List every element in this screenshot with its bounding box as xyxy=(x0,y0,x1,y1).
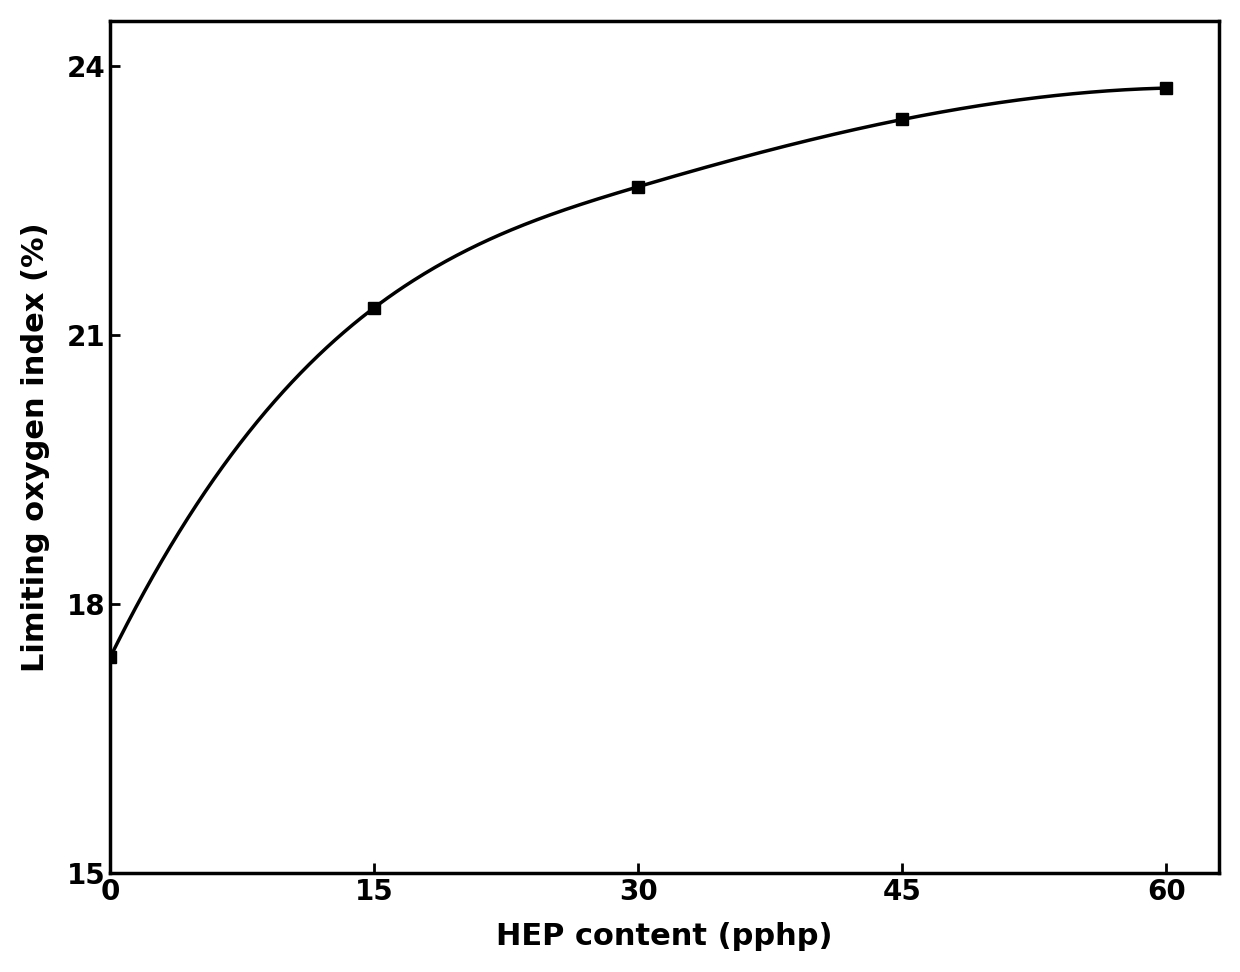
X-axis label: HEP content (pphp): HEP content (pphp) xyxy=(496,922,833,952)
Y-axis label: Limiting oxygen index (%): Limiting oxygen index (%) xyxy=(21,222,50,672)
